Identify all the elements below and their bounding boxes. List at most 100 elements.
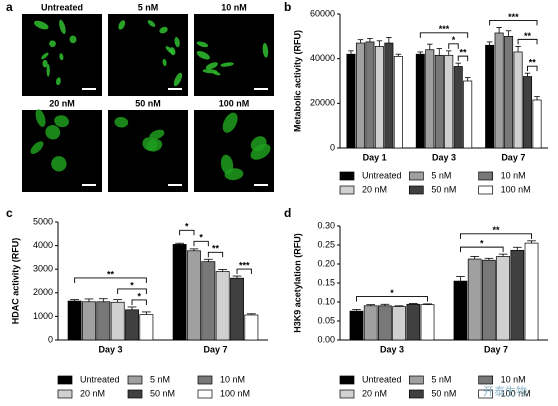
bar [434,54,444,149]
panel-label: c [6,206,13,220]
cell [212,71,221,76]
bar [365,41,375,149]
cell [30,141,44,154]
error-bar [232,275,242,279]
cell [149,129,165,140]
cell [56,77,61,86]
legend-label: 20 nM [362,388,387,398]
bar [420,304,435,341]
cell [34,20,49,30]
legend-swatch [408,389,424,399]
error-bar [436,48,443,56]
cell [147,20,156,27]
bar [244,314,259,341]
y-tick-label: 2000 [33,287,53,297]
significance-label: ** [459,48,467,58]
legend-label: 5 nM [431,170,451,180]
bar [513,51,523,149]
error-bar [189,248,199,251]
error-bar [395,53,402,57]
x-tick-label: Day 3 [380,344,404,354]
error-bar [380,303,390,306]
y-tick-label: 0.00 [317,334,335,344]
legend-label: 100 nM [501,184,531,194]
cell [159,26,168,34]
error-bar [352,309,361,312]
y-tick-label: 20000 [310,98,335,108]
cell [262,42,269,58]
bar [349,310,364,341]
legend-label: Untreated [362,374,402,384]
legend-label: Untreated [362,170,402,180]
error-bar [141,311,151,315]
legend-swatch [478,171,494,181]
bar [355,42,365,149]
cell [35,109,46,127]
error-bar [527,240,536,244]
error-bar [427,43,433,50]
significance-bracket [74,277,147,283]
watermark: 开泰生物 [483,384,527,398]
error-bar [386,37,392,44]
significance-label: ** [212,244,220,254]
cell [45,125,61,140]
legend-swatch [478,375,494,385]
x-tick-label: Day 1 [363,152,387,162]
x-tick-label: Day 7 [484,344,508,354]
significance-label: ** [524,31,532,41]
cell [118,20,126,30]
cell [59,53,64,61]
legend-swatch [57,375,73,385]
error-bar [70,299,80,302]
legend-label: 100 nM [220,388,250,398]
significance-bracket [207,251,224,258]
error-bar [84,298,94,302]
significance-label: * [137,291,141,301]
y-tick-label: 60000 [310,8,335,18]
bar [482,259,496,341]
bar [96,301,111,341]
error-bar [512,246,522,251]
bar [524,242,539,341]
error-bar [175,242,185,245]
y-tick-label: 0.15 [317,277,335,287]
x-tick-label: Day 3 [98,344,122,354]
significance-label: * [130,280,134,290]
legend-label: 100 nM [501,388,531,398]
bar [393,56,403,149]
cell [46,64,50,77]
significance-label: * [185,222,189,232]
bar [425,49,435,149]
error-bar [464,77,471,81]
bar [187,250,201,341]
error-bar [376,40,383,47]
significance-label: ** [107,269,115,279]
y-tick-label: 40000 [310,53,335,63]
legend-swatch [339,185,355,195]
error-bar [484,257,494,261]
error-bar [496,26,502,33]
legend-swatch [339,375,355,385]
legend-swatch [127,389,143,399]
cell [173,72,183,87]
legend-label: 20 nM [80,388,105,398]
bar [139,314,154,341]
y-tick-label: 3000 [33,264,53,274]
bar [485,44,495,149]
y-tick-label: 0.20 [317,258,335,268]
significance-label: *** [439,24,450,34]
panel-label: d [284,206,291,220]
legend-swatch [408,185,424,195]
significance-bracket [448,43,459,49]
bar [374,46,384,149]
legend-label: 50 nM [431,388,456,398]
significance-label: ** [529,58,537,68]
bar [363,305,378,341]
image-label: 10 nM [221,2,247,12]
legend-swatch [127,375,143,385]
y-tick-label: 0.30 [317,220,335,230]
legend-label: 5 nM [150,374,170,384]
cell [250,143,271,160]
cell [41,52,49,60]
bar [496,256,510,341]
